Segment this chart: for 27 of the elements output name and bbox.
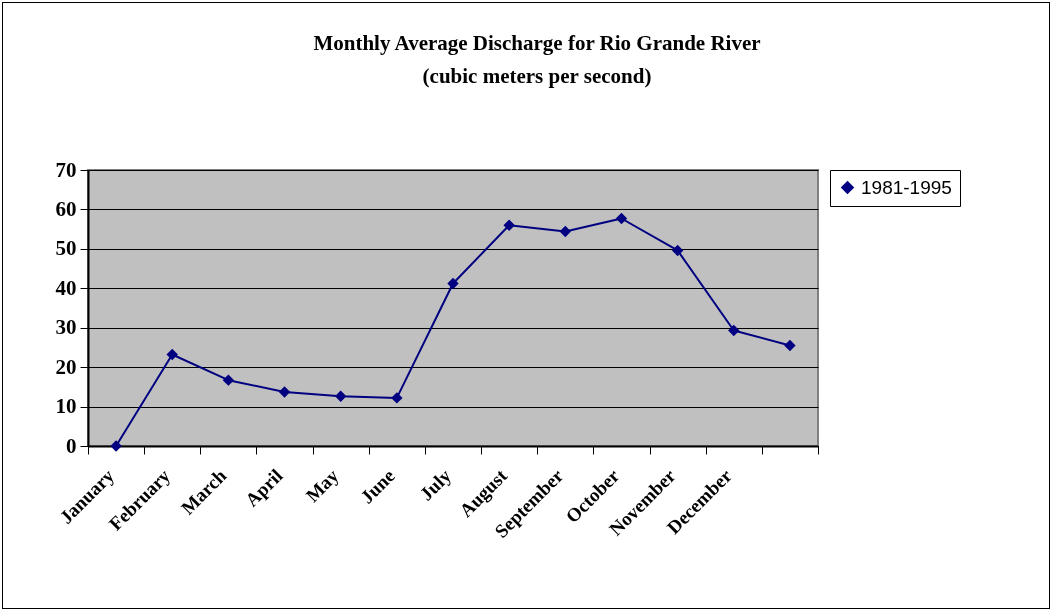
y-tick-label: 40: [55, 275, 77, 300]
point: [166, 348, 178, 361]
point: [222, 374, 235, 386]
point: [278, 386, 291, 398]
legend-label: 1981-1995: [861, 176, 952, 198]
point: [391, 392, 403, 404]
point: [447, 277, 459, 290]
point: [334, 390, 347, 403]
point: [728, 324, 740, 337]
y-tick-label: 0: [66, 433, 77, 458]
y-tick-label: 60: [55, 196, 77, 221]
chart-subtitle: (cubic meters per second): [422, 64, 652, 88]
point: [110, 440, 122, 452]
y-tick-label: 20: [55, 354, 77, 379]
y-tick-label: 10: [55, 394, 77, 419]
y-tick-label: 70: [55, 157, 77, 182]
x-tick-label: July: [415, 464, 456, 505]
y-tick-label: 30: [55, 315, 77, 340]
point: [615, 212, 628, 225]
x-tick-label: May: [301, 464, 343, 507]
x-tick-label: June: [356, 465, 399, 508]
point: [784, 339, 796, 352]
y-tick-label: 50: [55, 236, 77, 261]
point: [559, 225, 572, 238]
point: [671, 244, 684, 257]
chart-title: Monthly Average Discharge for Rio Grande River: [313, 31, 761, 55]
point: [503, 219, 515, 231]
